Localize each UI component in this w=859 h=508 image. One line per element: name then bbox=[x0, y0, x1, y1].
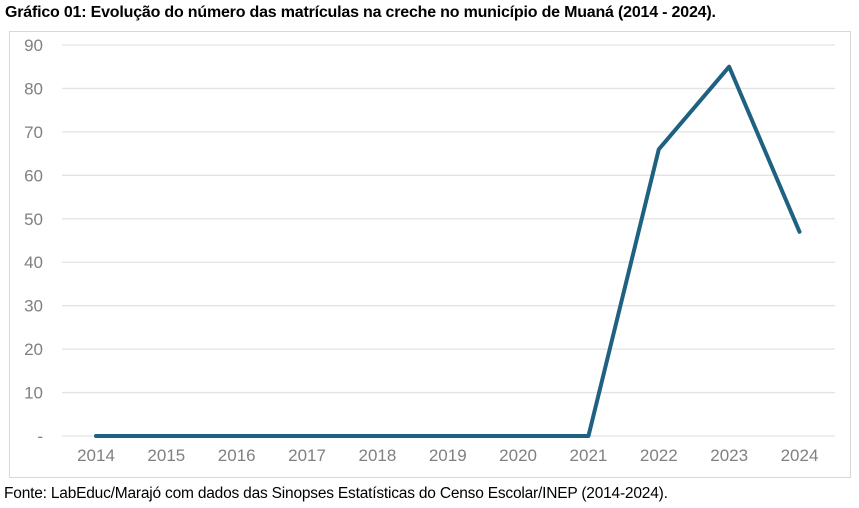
y-tick-label: 40 bbox=[24, 253, 43, 272]
y-tick-label: 20 bbox=[24, 340, 43, 359]
x-tick-label: 2017 bbox=[288, 446, 326, 465]
data-line-matriculas bbox=[94, 64, 802, 438]
y-tick-label: 90 bbox=[24, 36, 43, 55]
chart-plot-area: 90 80 70 60 50 40 30 20 10-2014 2015 2016 2017 2018 2… bbox=[9, 31, 851, 478]
y-tick-label: 10 bbox=[24, 384, 43, 403]
x-tick-label: 2019 bbox=[429, 446, 467, 465]
gridlines bbox=[62, 44, 835, 437]
y-axis-labels: 90 80 70 60 50 40 30 20 10 - bbox=[24, 36, 43, 446]
x-tick-label: 2016 bbox=[218, 446, 256, 465]
x-tick-label: 2015 bbox=[147, 446, 185, 465]
x-tick-label: 2022 bbox=[640, 446, 678, 465]
y-tick-label: 80 bbox=[24, 79, 43, 98]
y-tick-label: 60 bbox=[24, 166, 43, 185]
x-tick-label: 2024 bbox=[781, 446, 819, 465]
y-tick-label: 70 bbox=[24, 123, 43, 142]
x-tick-label: 2018 bbox=[358, 446, 396, 465]
x-axis-labels: 2014 2015 2016 2017 2018 2019 2020 2021 2022 2023… bbox=[77, 446, 818, 465]
y-tick-label: 50 bbox=[24, 210, 43, 229]
y-tick-label: 30 bbox=[24, 297, 43, 316]
x-tick-label: 2021 bbox=[570, 446, 608, 465]
y-tick-label: - bbox=[37, 427, 43, 446]
x-tick-label: 2014 bbox=[77, 446, 115, 465]
source-note: Fonte: LabEduc/Marajó com dados das Sino… bbox=[4, 485, 668, 502]
x-tick-label: 2020 bbox=[499, 446, 537, 465]
chart-title: Gráfico 01: Evolução do número das matrí… bbox=[5, 4, 716, 21]
x-tick-label: 2023 bbox=[710, 446, 748, 465]
